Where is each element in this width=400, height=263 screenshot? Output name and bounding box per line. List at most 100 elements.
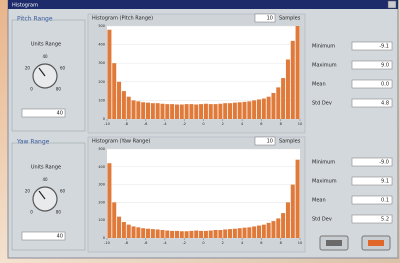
histogram-bar bbox=[252, 226, 256, 238]
histogram-bar bbox=[112, 202, 116, 238]
histogram-bar bbox=[267, 223, 271, 238]
y-tick-label: 500 bbox=[98, 147, 105, 151]
y-tick-label: 200 bbox=[98, 200, 105, 204]
stat-value: 4.8 bbox=[381, 101, 389, 107]
histogram-bar bbox=[214, 230, 218, 238]
histogram-bar bbox=[141, 228, 145, 238]
stat-value: 5.2 bbox=[381, 217, 389, 223]
histogram-bar bbox=[271, 221, 275, 238]
x-tick-label: 0 bbox=[202, 241, 204, 245]
knob-scale-label: 40 bbox=[42, 54, 48, 59]
histogram-bar bbox=[132, 226, 136, 238]
stat-label: Minimum bbox=[312, 160, 335, 166]
y-tick-label: 500 bbox=[98, 24, 105, 28]
x-tick-label: -6 bbox=[144, 241, 148, 245]
chart-title: Histogram (Yaw Range) bbox=[92, 139, 150, 145]
histogram-bar bbox=[247, 227, 251, 238]
histogram-bar bbox=[276, 218, 280, 238]
stat-value: 0.0 bbox=[381, 82, 389, 88]
histogram-bar bbox=[165, 231, 169, 238]
histogram-bar bbox=[165, 104, 169, 119]
histogram-bar bbox=[204, 231, 208, 238]
histogram-bar bbox=[189, 231, 193, 238]
stat-value: 9.1 bbox=[381, 179, 389, 185]
knob-scale-label: 0 bbox=[30, 86, 33, 91]
histogram-bar bbox=[160, 104, 164, 119]
y-tick-label: 0 bbox=[103, 236, 105, 240]
numeric-field-value: 40 bbox=[57, 234, 63, 240]
button-icon bbox=[326, 240, 342, 246]
histogram-bar bbox=[252, 100, 256, 119]
knob-scale-label: 80 bbox=[56, 86, 62, 91]
window-title: Histogram bbox=[12, 3, 38, 9]
histogram-bar bbox=[107, 163, 111, 238]
histogram-bar bbox=[271, 93, 275, 119]
histogram-bar bbox=[281, 78, 285, 119]
histogram-bar bbox=[238, 228, 242, 238]
stat-label: Mean bbox=[312, 82, 326, 88]
histogram-bar bbox=[218, 230, 222, 238]
histogram-bar bbox=[233, 103, 237, 119]
button-icon bbox=[368, 240, 384, 246]
y-tick-label: 300 bbox=[98, 183, 105, 187]
group-label: Pitch Range bbox=[17, 16, 53, 23]
histogram-bar bbox=[228, 103, 232, 119]
histogram-bar bbox=[296, 26, 300, 119]
histogram-bar bbox=[127, 225, 131, 238]
histogram-bar bbox=[276, 87, 280, 119]
samples-label: Samples bbox=[279, 16, 301, 22]
x-tick-label: 8 bbox=[280, 241, 282, 245]
y-tick-label: 300 bbox=[98, 61, 105, 65]
histogram-bar bbox=[175, 104, 179, 119]
histogram-bar bbox=[243, 228, 247, 238]
y-tick-label: 200 bbox=[98, 80, 105, 84]
histogram-bar bbox=[291, 41, 295, 119]
histogram-bar bbox=[175, 231, 179, 238]
y-tick-label: 0 bbox=[103, 117, 105, 121]
histogram-bar bbox=[180, 231, 184, 238]
histogram-bar bbox=[257, 99, 261, 119]
stat-value: 0.1 bbox=[381, 198, 389, 204]
knob-scale-label: 40 bbox=[42, 177, 48, 182]
group-label: Yaw Range bbox=[16, 139, 50, 146]
y-tick-label: 400 bbox=[98, 43, 105, 47]
y-tick-label: 400 bbox=[98, 165, 105, 169]
x-tick-label: -8 bbox=[125, 122, 129, 126]
histogram-bar bbox=[189, 104, 193, 119]
histogram-bar bbox=[228, 229, 232, 238]
x-tick-label: 2 bbox=[222, 241, 224, 245]
knob-label: Units Range bbox=[31, 165, 61, 171]
y-tick-label: 100 bbox=[98, 218, 105, 222]
app-window: Histogram Pitch RangeUnits Range02040608… bbox=[0, 0, 400, 263]
histogram-bar bbox=[117, 217, 121, 238]
stat-label: Std Dev bbox=[312, 217, 332, 223]
stat-label: Minimum bbox=[312, 44, 335, 50]
histogram-bar bbox=[204, 104, 208, 119]
x-tick-label: -8 bbox=[125, 241, 129, 245]
histogram-bar bbox=[146, 103, 150, 119]
histogram-bar bbox=[122, 222, 126, 238]
histogram-bar bbox=[132, 100, 136, 119]
stat-label: Std Dev bbox=[312, 101, 332, 107]
histogram-bar bbox=[151, 229, 155, 238]
x-tick-label: 10 bbox=[298, 241, 302, 245]
page: Histogram Pitch RangeUnits Range02040608… bbox=[0, 0, 400, 263]
histogram-bar bbox=[127, 97, 131, 119]
histogram-bar bbox=[209, 231, 213, 238]
stat-value: 9.0 bbox=[381, 63, 389, 69]
histogram-bar bbox=[156, 103, 160, 119]
histogram-bar bbox=[257, 226, 261, 238]
x-tick-label: -10 bbox=[104, 122, 110, 126]
samples-value: 10 bbox=[267, 139, 273, 145]
histogram-bar bbox=[199, 231, 203, 238]
histogram-bar bbox=[136, 101, 140, 119]
x-tick-label: -2 bbox=[182, 241, 186, 245]
stat-value: -9.1 bbox=[379, 44, 389, 50]
stat-value: -9.0 bbox=[379, 160, 389, 166]
histogram-bar bbox=[286, 59, 290, 119]
knob-scale-label: 80 bbox=[56, 209, 62, 214]
plot-area bbox=[107, 26, 300, 119]
x-tick-label: -6 bbox=[144, 122, 148, 126]
title-bar bbox=[8, 0, 398, 9]
close-button[interactable] bbox=[388, 1, 396, 8]
